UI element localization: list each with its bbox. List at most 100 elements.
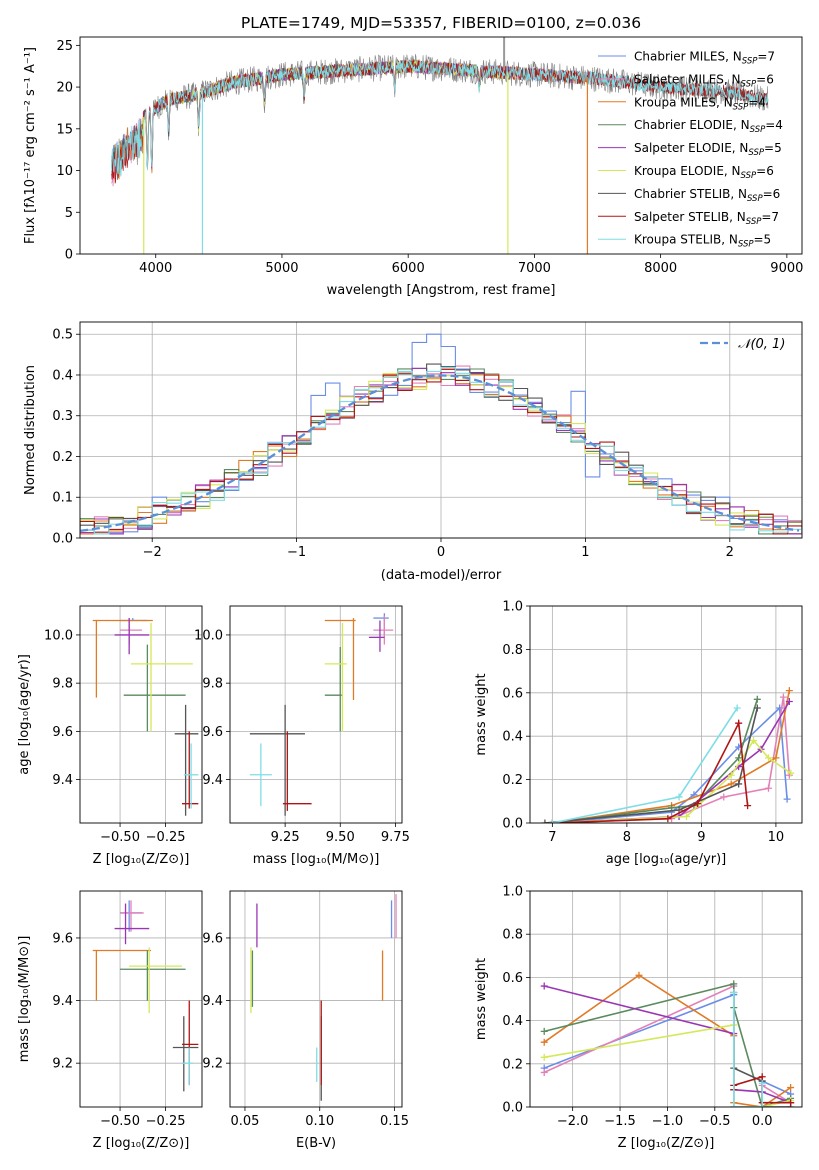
legend-label: Salpeter MILES, NSSP=6	[634, 72, 774, 89]
x-tick-label: 9.75	[381, 830, 410, 845]
legend-value: =4	[748, 95, 766, 109]
legend-value: =5	[754, 233, 772, 247]
weight-marker	[635, 971, 643, 979]
x-tick-label: 0.05	[230, 1114, 259, 1129]
weight-marker	[779, 693, 787, 701]
y-tick-label: 0.0	[52, 532, 73, 547]
model-salpeter-miles	[111, 59, 588, 186]
weight-lines	[541, 687, 795, 823]
legend-value: =7	[761, 210, 779, 224]
y-tick-label: 0.1	[52, 491, 73, 506]
x-axis-label: Z [log₁₀(Z/Z⊙)]	[618, 1136, 715, 1151]
x-tick-label: 4000	[139, 261, 172, 276]
y-axis-label: mass weight	[474, 958, 489, 1040]
grid	[80, 322, 802, 539]
axes-frame	[229, 605, 403, 824]
weight-marker	[540, 1068, 548, 1076]
y-tick-label: 9.2	[202, 1057, 223, 1072]
axes-frame	[529, 890, 803, 1108]
legend-value: =4	[765, 118, 783, 132]
weight-marker	[735, 719, 743, 727]
axes-frame	[229, 890, 403, 1108]
weight-marker	[785, 697, 793, 705]
y-tick-label: 9.8	[202, 677, 223, 692]
weight-marker	[758, 1103, 766, 1107]
x-tick-label: −2.0	[557, 1114, 589, 1129]
y-tick-label: 20	[56, 81, 73, 96]
x-tick-label: 0.0	[752, 1114, 773, 1129]
spectrum-panel: 4000 5000 6000 7000 8000 9000 0 5 10 15 20 25 wavele…	[23, 36, 803, 298]
x-tick-label: 0	[437, 545, 445, 560]
weight-marker	[733, 704, 741, 712]
error-bars	[250, 894, 397, 1101]
weight-marker	[735, 780, 743, 788]
grid	[230, 891, 402, 1107]
mass-vs-extinction-panel: 0.05 0.10 0.15 9.2 9.4 9.6 E(B-V)	[202, 890, 409, 1151]
weight-marker	[758, 1073, 766, 1081]
x-axis-label: mass [log₁₀(M/M⊙)]	[253, 852, 380, 867]
weight-marker	[727, 771, 735, 779]
weight-marker	[758, 1079, 766, 1087]
weight-marker	[720, 793, 728, 801]
legend-value: =6	[756, 164, 774, 178]
error-bars	[92, 618, 199, 816]
y-tick-label: 0.5	[52, 328, 73, 343]
legend-subscript: SSP	[741, 171, 757, 181]
histograms	[80, 333, 802, 535]
weight-marker	[787, 1084, 795, 1092]
x-axis-label: wavelength [Angstrom, rest frame]	[327, 283, 556, 298]
figure-title: PLATE=1749, MJD=53357, FIBERID=0100, z=0…	[241, 14, 641, 32]
weight-line-chabrier-miles	[543, 993, 791, 1107]
weight-marker	[764, 784, 772, 792]
y-tick-label: 1.0	[502, 885, 523, 900]
legend-subscript: SSP	[741, 79, 757, 89]
x-tick-label: 7	[548, 830, 556, 845]
weight-marker	[540, 1027, 548, 1035]
grid	[530, 890, 802, 1108]
grid	[80, 606, 202, 823]
legend-value: =5	[764, 141, 782, 155]
model-kroupa-miles	[111, 60, 588, 180]
y-tick-label: 0.0	[502, 817, 523, 832]
spectrum-lines	[111, 37, 769, 254]
legend-label: Kroupa ELODIE, NSSP=6	[634, 164, 774, 181]
x-tick-label: −0.25	[146, 1114, 186, 1129]
y-axis-label: Normed distribution	[23, 365, 38, 495]
legend-value: =7	[757, 50, 775, 64]
legend-subscript: SSP	[750, 125, 766, 135]
error-bars	[92, 900, 199, 1092]
y-tick-label: 0.4	[52, 368, 73, 383]
weight-marker	[682, 812, 690, 820]
x-tick-label: −0.5	[699, 1114, 731, 1129]
legend-value: =6	[756, 72, 774, 86]
axes-frame	[79, 605, 203, 824]
weight-marker	[744, 802, 752, 810]
legend-label: 𝒩(0, 1)	[738, 337, 785, 352]
y-tick-label: 0.0	[502, 1101, 523, 1116]
weight-marker	[664, 815, 672, 823]
y-tick-label: 0.8	[502, 643, 523, 658]
weight-line-chabrier-miles	[552, 706, 788, 823]
x-axis-label: (data-model)/error	[381, 568, 502, 583]
y-tick-label: 0.3	[52, 409, 73, 424]
x-tick-label: 1	[581, 545, 589, 560]
axes-frame	[529, 605, 803, 824]
y-tick-label: 0.8	[502, 928, 523, 943]
weight-line-kroupa-stelib	[733, 992, 763, 1107]
y-axis-label: Flux [fλ10⁻¹⁷ erg cm⁻² s⁻¹ A⁻¹]	[23, 47, 38, 244]
y-tick-label: 0	[65, 248, 73, 263]
y-tick-label: 25	[56, 39, 73, 54]
mass-weight-vs-age-panel: 7 8 9 10 0.0 0.2 0.4 0.6 0.8 1.0 age [log₁₀(age/yr…	[474, 600, 803, 867]
x-tick-label: 10	[768, 830, 785, 845]
y-tick-label: 0.2	[502, 773, 523, 788]
y-tick-label: 0.6	[502, 686, 523, 701]
x-axis-label: age [log₁₀(age/yr)]	[606, 852, 727, 867]
legend-label: Kroupa STELIB, NSSP=5	[634, 233, 771, 250]
x-tick-label: 9.25	[271, 830, 300, 845]
normal-curve	[80, 374, 800, 533]
x-tick-label: 8	[623, 830, 631, 845]
x-axis-label: Z [log₁₀(Z/Z⊙)]	[93, 1136, 190, 1151]
x-tick-label: −1.0	[652, 1114, 684, 1129]
weight-marker	[753, 704, 761, 712]
